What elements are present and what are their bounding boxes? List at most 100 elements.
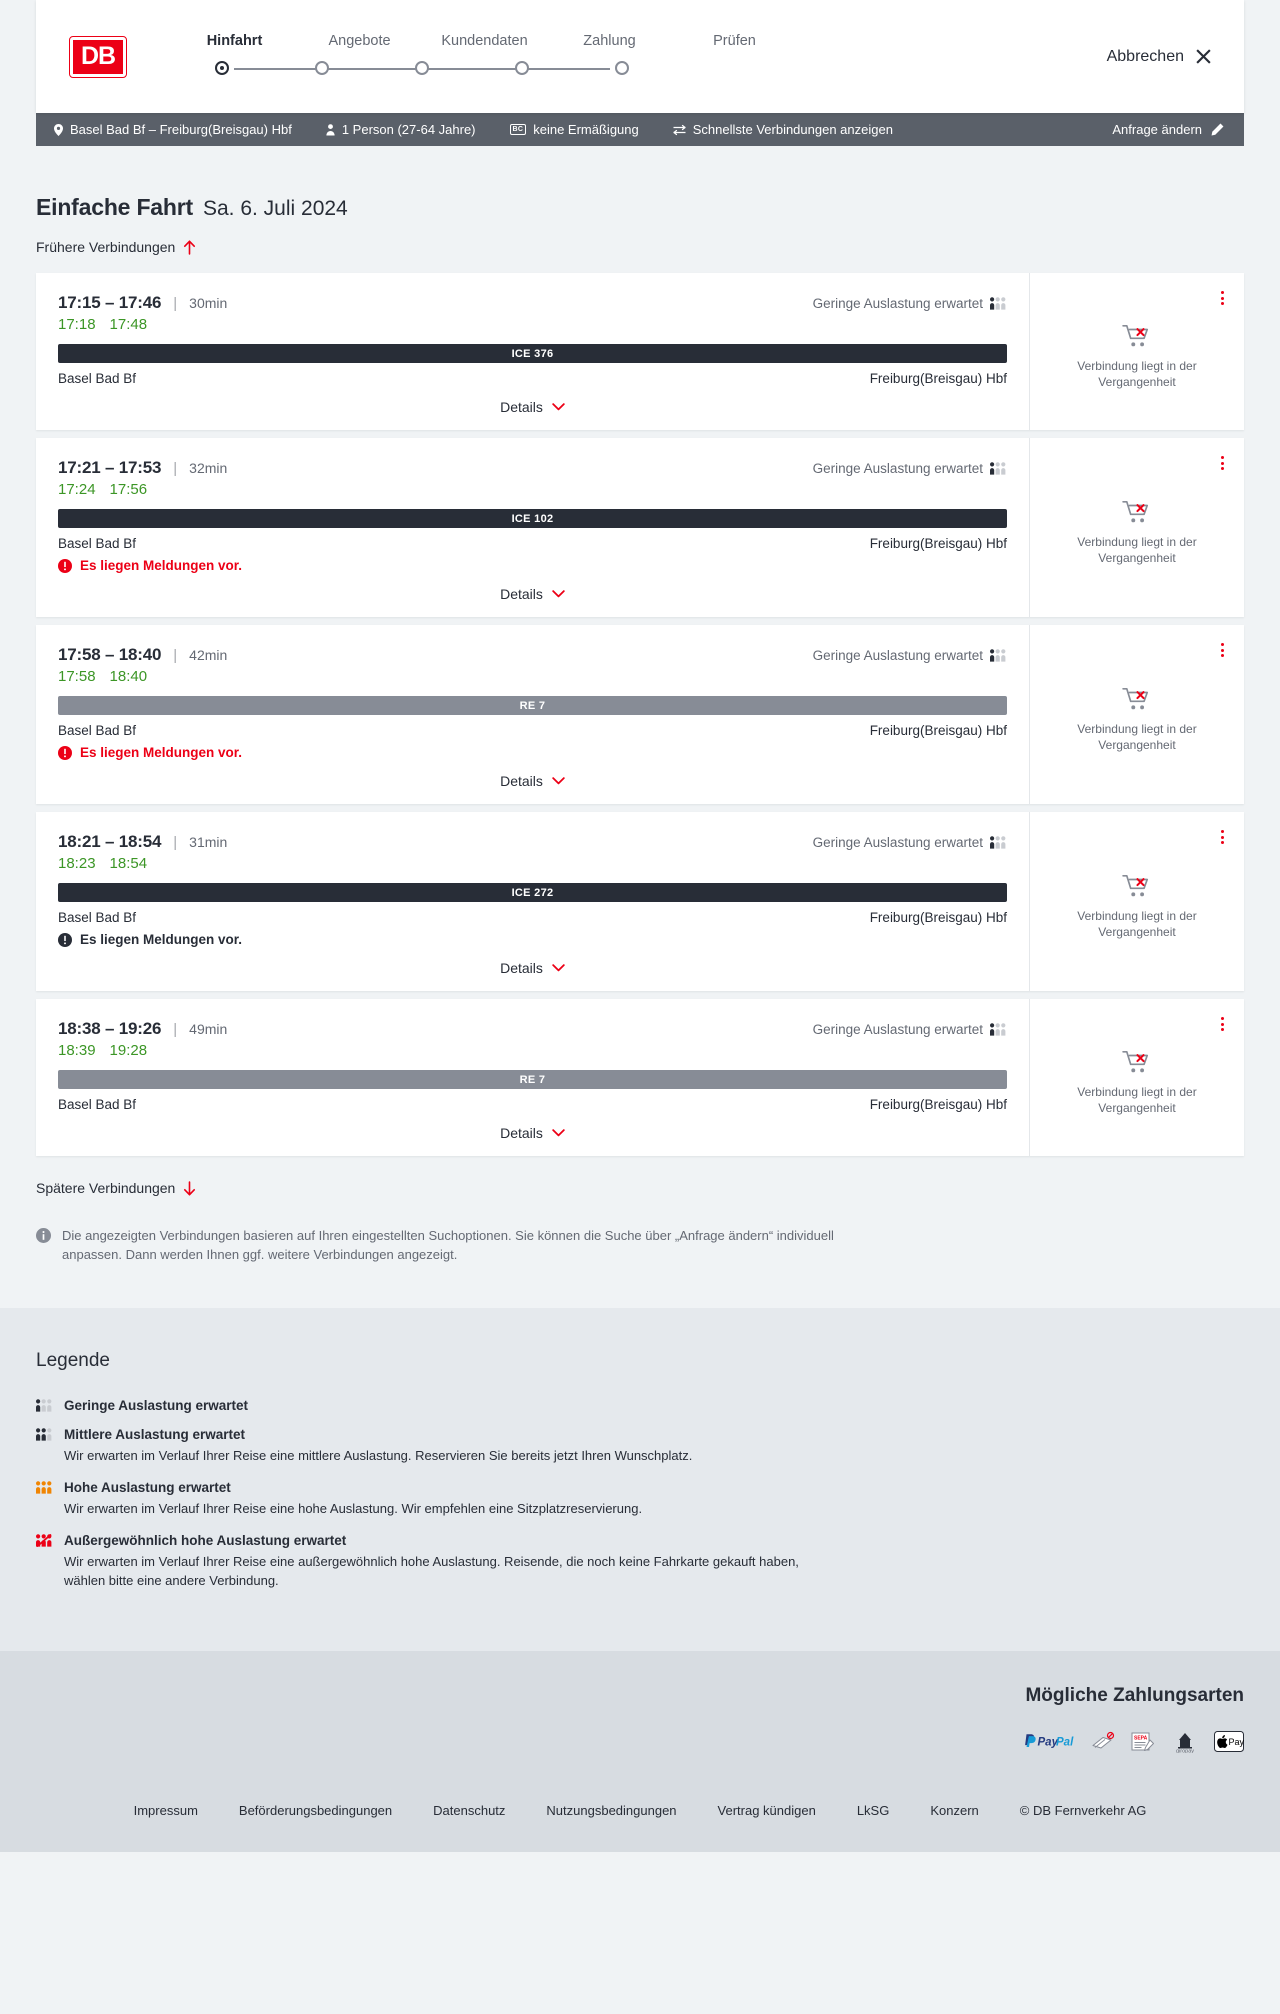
step-dot-zahlung[interactable] [515,61,529,75]
footer-link[interactable]: Beförderungsbedingungen [238,1802,393,1818]
location-pin-icon [54,123,63,136]
legend-item: Mittlere Auslastung erwartet Wir erwarten… [36,1427,1244,1466]
legend-item-description: Wir erwarten im Verlauf Ihrer Reise eine… [64,1554,799,1588]
connection-actual-times: 18:39 19:28 [58,1042,1007,1059]
svg-text:giropay: giropay [1176,1748,1194,1753]
more-options-icon[interactable] [1217,1013,1228,1035]
connection-occupancy: Geringe Auslastung erwartet [813,835,1007,850]
details-button[interactable]: Details [500,586,565,602]
connection-card[interactable]: 17:21 – 17:53 | 32min Geringe Auslastung er… [36,438,1244,617]
footer-link[interactable]: Datenschutz [433,1802,506,1818]
criteria-route-label: Basel Bad Bf – Freiburg(Breisgau) Hbf [70,122,292,137]
connection-card[interactable]: 17:58 – 18:40 | 42min Geringe Auslastung er… [36,625,1244,804]
cancel-button[interactable]: Abbrechen [1107,48,1212,66]
train-label-bar[interactable]: ICE 376 [58,344,1007,363]
stepper-dots [172,58,672,75]
details-button-label: Details [500,586,543,602]
details-button-label: Details [500,960,543,976]
details-button[interactable]: Details [500,773,565,789]
train-label-bar[interactable]: ICE 102 [58,509,1007,528]
time-separator: | [173,1021,178,1038]
step-label-angebote[interactable]: Angebote [328,33,391,49]
occupancy-icon-low [990,297,1006,310]
earlier-connections-button[interactable]: Frühere Verbindungen [36,239,196,255]
step-dot-kundendaten[interactable] [415,61,429,75]
train-label-bar[interactable]: RE 7 [58,1070,1007,1089]
criteria-discount-label: keine Ermäßigung [533,122,639,137]
page-title-text: Einfache Fahrt [36,194,193,220]
connection-actual-times: 17:18 17:48 [58,316,1007,333]
more-options-icon[interactable] [1217,826,1228,848]
chevron-down-icon [552,777,565,785]
edit-search-button[interactable]: Anfrage ändern [1112,122,1224,137]
details-button[interactable]: Details [500,1125,565,1141]
step-dot-hinfahrt[interactable] [215,61,229,75]
step-dot-angebote[interactable] [315,61,329,75]
chevron-down-icon [552,1129,565,1137]
criteria-route[interactable]: Basel Bad Bf – Freiburg(Breisgau) Hbf [54,122,292,137]
connection-card[interactable]: 18:38 – 19:26 | 49min Geringe Auslastung er… [36,999,1244,1156]
criteria-options-label: Schnellste Verbindungen anzeigen [692,122,893,137]
step-label-pruefen[interactable]: Prüfen [713,33,756,49]
connection-duration: 42min [189,647,228,663]
legend-item-head: Mittlere Auslastung erwartet [36,1427,1244,1442]
connection-stations: Basel Bad Bf Freiburg(Breisgau) Hbf [58,723,1007,738]
time-separator: | [173,295,178,312]
later-connections-button[interactable]: Spätere Verbindungen [36,1180,196,1196]
station-to: Freiburg(Breisgau) Hbf [869,1097,1007,1112]
info-icon [36,1228,51,1243]
legend-item-label: Geringe Auslastung erwartet [64,1398,249,1414]
footer-link[interactable]: Konzern [930,1802,979,1818]
connection-actual-times: 18:23 18:54 [58,855,1007,872]
train-name: RE 7 [519,1073,546,1086]
more-options-icon[interactable] [1217,287,1228,309]
details-button-label: Details [500,399,543,415]
svg-text:Pal: Pal [1056,1737,1074,1749]
occupancy-label: Geringe Auslastung erwartet [812,648,983,663]
connection-message-text: Es liegen Meldungen vor. [80,745,243,760]
step-dot-pruefen[interactable] [615,61,629,75]
more-options-icon[interactable] [1217,639,1228,661]
connection-card[interactable]: 17:15 – 17:46 | 30min Geringe Auslastung er… [36,273,1244,430]
past-connection-note: Verbindung liegt in der Vergangenheit [1077,1084,1197,1115]
legend-item-head: Außergewöhnlich hohe Auslastung erwartet [36,1533,1244,1548]
legend-item-head: Geringe Auslastung erwartet [36,1398,1244,1413]
step-label-zahlung[interactable]: Zahlung [583,33,636,49]
station-from: Basel Bad Bf [58,536,137,551]
payment-methods-icons: Pay Pal SEPA [1022,1731,1244,1753]
footer-link[interactable]: LkSG [856,1802,890,1818]
legend-item-label: Hohe Auslastung erwartet [64,1480,231,1496]
occupancy-label: Geringe Auslastung erwartet [812,1022,983,1037]
criteria-options[interactable]: Schnellste Verbindungen anzeigen [673,122,893,137]
connection-duration: 30min [189,295,228,311]
svg-text:Pay: Pay [1229,1737,1245,1747]
cart-blocked-icon [1122,500,1149,523]
footer-links: Impressum Beförderungsbedingungen Datensch… [36,1753,1244,1852]
occupancy-icon-veryhigh [36,1534,52,1548]
edit-search-label: Anfrage ändern [1112,122,1202,137]
later-connections-label: Spätere Verbindungen [36,1180,176,1196]
legend-item-label: Mittlere Auslastung erwartet [64,1427,246,1443]
criteria-discount[interactable]: BC keine Ermäßigung [509,122,639,137]
details-row: Details [58,1112,1007,1156]
connection-card[interactable]: 18:21 – 18:54 | 31min Geringe Auslastung er… [36,812,1244,991]
more-options-icon[interactable] [1217,452,1228,474]
details-row: Details [58,760,1007,804]
footer-link[interactable]: Vertrag kündigen [717,1802,816,1818]
earlier-connections-label: Frühere Verbindungen [36,239,176,255]
criteria-passengers[interactable]: 1 Person (27-64 Jahre) [326,122,476,137]
connection-occupancy: Geringe Auslastung erwartet [813,461,1007,476]
details-button[interactable]: Details [500,399,565,415]
step-label-kundendaten[interactable]: Kundendaten [441,33,528,49]
train-label-bar[interactable]: RE 7 [58,696,1007,715]
train-label-bar[interactable]: ICE 272 [58,883,1007,902]
footer-link[interactable]: Impressum [133,1802,198,1818]
details-row: Details [58,573,1007,617]
step-label-hinfahrt[interactable]: Hinfahrt [206,33,263,49]
details-button[interactable]: Details [500,960,565,976]
db-logo[interactable]: DB [69,35,127,78]
footer-link[interactable]: Nutzungsbedingungen [546,1802,677,1818]
connection-stations: Basel Bad Bf Freiburg(Breisgau) Hbf [58,1097,1007,1112]
arrow-up-icon [184,239,196,255]
legend-item-description: Wir erwarten im Verlauf Ihrer Reise eine… [64,1448,693,1464]
